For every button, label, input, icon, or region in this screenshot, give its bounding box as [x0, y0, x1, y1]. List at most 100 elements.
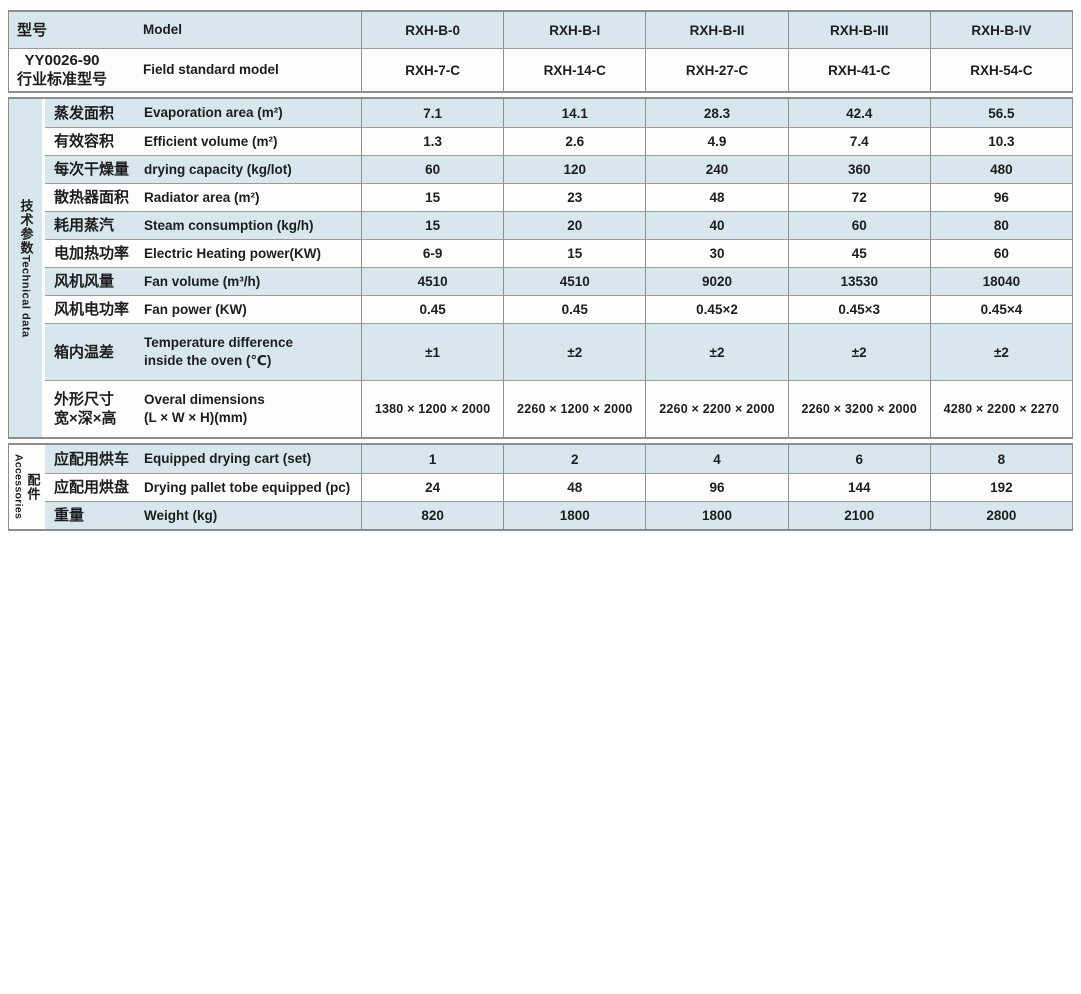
cell-value: 7.4 — [787, 128, 930, 155]
row-label: 电加热功率 Electric Heating power(KW) — [45, 240, 361, 267]
row-label-cn: 风机电功率 — [54, 301, 130, 318]
row-label: YY0026-90 行业标准型号 Field standard model — [9, 49, 361, 91]
cell-value: 4 — [645, 445, 787, 473]
table-row: 型号 Model RXH-B-0 RXH-B-I RXH-B-II RXH-B-… — [9, 12, 1072, 48]
cell-value: 96 — [929, 184, 1072, 211]
cell-value: 24 — [361, 474, 503, 501]
table-row: 每次干燥量 drying capacity (kg/lot) 60 120 24… — [45, 155, 1072, 183]
table-row: 应配用烘车 Equipped drying cart (set) 1 2 4 6… — [45, 445, 1072, 473]
group-cell-technical: 技术参数Technical data — [9, 99, 45, 437]
table-row: 重量 Weight (kg) 820 1800 1800 2100 2800 — [45, 501, 1072, 529]
spec-sheet: 型号 Model RXH-B-0 RXH-B-I RXH-B-II RXH-B-… — [8, 10, 1073, 531]
cell-value: 48 — [503, 474, 645, 501]
cell-value: RXH-41-C — [787, 49, 930, 91]
row-label: 有效容积 Efficient volume (m²) — [45, 128, 361, 155]
cell-value: RXH-54-C — [929, 49, 1072, 91]
cell-value: 1 — [361, 445, 503, 473]
row-label-en: Equipped drying cart (set) — [144, 451, 312, 466]
group-label-accessories: 配件 Accessories — [12, 454, 41, 520]
row-label-en2: inside the oven (℃) — [144, 353, 272, 368]
cell-value: RXH-27-C — [645, 49, 787, 91]
row-label-en: Efficient volume (m²) — [144, 133, 278, 149]
cell-value: 45 — [787, 240, 930, 267]
cell-value: 240 — [645, 156, 787, 183]
cell-value: RXH-B-III — [787, 12, 930, 48]
cell-value: 13530 — [787, 268, 930, 295]
cell-value: 96 — [645, 474, 787, 501]
cell-value: 0.45×3 — [787, 296, 930, 323]
table-row: 风机风量 Fan volume (m³/h) 4510 4510 9020 13… — [45, 267, 1072, 295]
table-row: 耗用蒸汽 Steam consumption (kg/h) 15 20 40 6… — [45, 211, 1072, 239]
cell-value: RXH-B-0 — [361, 12, 503, 48]
row-label-cn: 电加热功率 — [54, 245, 130, 262]
table-row: 有效容积 Efficient volume (m²) 1.3 2.6 4.9 7… — [45, 127, 1072, 155]
table-row: 应配用烘盘 Drying pallet tobe equipped (pc) 2… — [45, 473, 1072, 501]
row-label-en: Evaporation area (m²) — [144, 105, 283, 120]
cell-value: 23 — [503, 184, 645, 211]
row-label: 外形尺寸 宽×深×高 Overal dimensions (L × W × H)… — [45, 381, 361, 437]
row-label-cn2: 行业标准型号 — [17, 71, 108, 88]
row-label-en: Model — [143, 22, 182, 37]
cell-value: ±2 — [929, 324, 1072, 380]
row-label-cn: 每次干燥量 — [54, 161, 130, 178]
row-label-en: drying capacity (kg/lot) — [144, 161, 292, 177]
section-technical-data: 技术参数Technical data 蒸发面积 Evaporation area… — [8, 97, 1073, 439]
cell-value: ±2 — [787, 324, 930, 380]
cell-value: 72 — [787, 184, 930, 211]
row-label-en2: (L × W × H)(mm) — [144, 410, 248, 425]
row-label: 散热器面积 Radiator area (m²) — [45, 184, 361, 211]
row-label-cn: 蒸发面积 — [54, 104, 115, 122]
cell-value: ±2 — [645, 324, 787, 380]
row-label-en: Fan power (KW) — [144, 301, 247, 317]
table-row: 风机电功率 Fan power (KW) 0.45 0.45 0.45×2 0.… — [45, 295, 1072, 323]
cell-value: 18040 — [929, 268, 1072, 295]
cell-value: ±2 — [503, 324, 645, 380]
cell-value: 6-9 — [361, 240, 503, 267]
cell-value: 2260 × 1200 × 2000 — [503, 381, 645, 437]
cell-value: RXH-B-IV — [929, 12, 1072, 48]
table-row: 箱内温差 Temperature difference inside the o… — [45, 323, 1072, 380]
cell-value: 10.3 — [929, 128, 1072, 155]
cell-value: 60 — [361, 156, 503, 183]
cell-value: 2260 × 3200 × 2000 — [787, 381, 930, 437]
row-label-en: Drying pallet tobe equipped (pc) — [144, 479, 351, 495]
cell-value: 56.5 — [929, 99, 1072, 127]
row-label: 风机电功率 Fan power (KW) — [45, 296, 361, 323]
group-label-technical: 技术参数Technical data — [18, 198, 34, 338]
row-label: 型号 Model — [9, 12, 361, 48]
cell-value: 7.1 — [361, 99, 503, 127]
cell-value: 0.45 — [361, 296, 503, 323]
row-label-cn2: 宽×深×高 — [54, 410, 117, 427]
cell-value: ±1 — [361, 324, 503, 380]
cell-value: 2.6 — [503, 128, 645, 155]
cell-value: 120 — [503, 156, 645, 183]
cell-value: 4280 × 2200 × 2270 — [929, 381, 1072, 437]
cell-value: 14.1 — [503, 99, 645, 127]
section-model: 型号 Model RXH-B-0 RXH-B-I RXH-B-II RXH-B-… — [8, 10, 1073, 93]
row-label-cn: 外形尺寸 — [54, 391, 115, 408]
cell-value: 2800 — [929, 502, 1072, 529]
row-label-en: Temperature difference — [144, 335, 294, 350]
cell-value: 8 — [929, 445, 1072, 473]
cell-value: 42.4 — [787, 99, 930, 127]
row-label: 箱内温差 Temperature difference inside the o… — [45, 324, 361, 380]
table-row: 蒸发面积 Evaporation area (m²) 7.1 14.1 28.3… — [45, 99, 1072, 127]
cell-value: 360 — [787, 156, 930, 183]
row-label-en: Weight (kg) — [144, 507, 218, 523]
row-label-en: Steam consumption (kg/h) — [144, 217, 314, 233]
cell-value: 1.3 — [361, 128, 503, 155]
row-label: 风机风量 Fan volume (m³/h) — [45, 268, 361, 295]
row-label-cn: 散热器面积 — [54, 189, 130, 206]
row-label-cn: 应配用烘盘 — [54, 479, 130, 496]
cell-value: 0.45×4 — [929, 296, 1072, 323]
row-label: 应配用烘车 Equipped drying cart (set) — [45, 445, 361, 473]
cell-value: 480 — [929, 156, 1072, 183]
row-label-cn: 箱内温差 — [54, 343, 115, 361]
cell-value: 28.3 — [645, 99, 787, 127]
row-label-en: Radiator area (m²) — [144, 189, 260, 205]
row-label-cn: 耗用蒸汽 — [54, 217, 115, 234]
cell-value: 48 — [645, 184, 787, 211]
cell-value: 9020 — [645, 268, 787, 295]
row-label-cn: 应配用烘车 — [54, 450, 130, 468]
cell-value: 20 — [503, 212, 645, 239]
